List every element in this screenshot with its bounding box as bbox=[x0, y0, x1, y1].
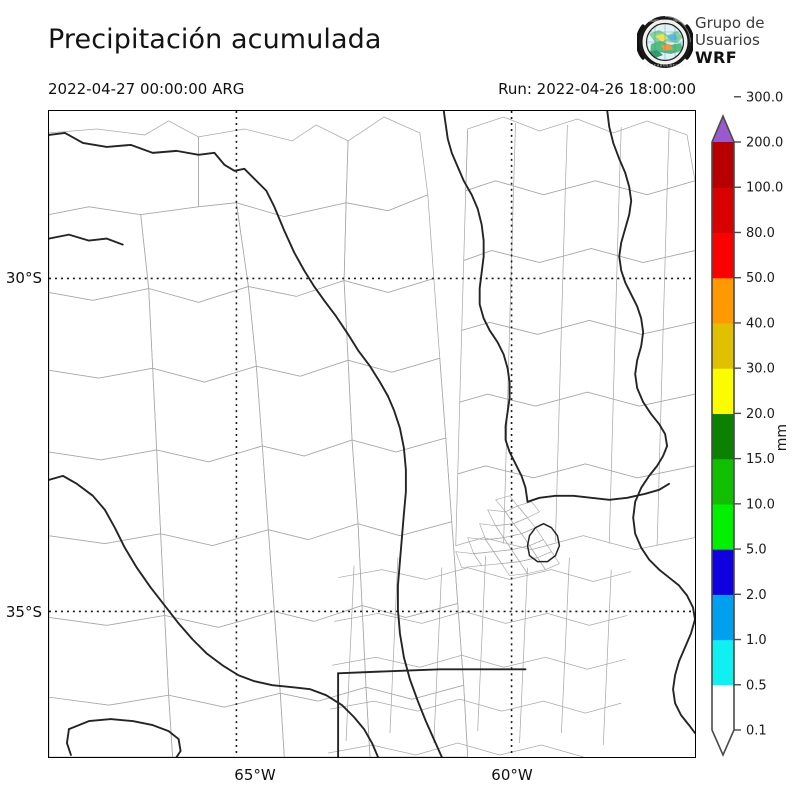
colorbar-vector: 0.1 0.5 1.0 2.0 5.0 10.0 15.0 20.0 30.0 40.0 50.0 8… bbox=[711, 90, 783, 757]
colorbar-band bbox=[712, 503, 734, 550]
colorbar-ticks bbox=[734, 96, 741, 731]
colorbar-tick-label: 0.1 bbox=[746, 724, 767, 739]
logo-line-1: Grupo de bbox=[695, 14, 765, 32]
colorbar-unit-label: mm bbox=[774, 424, 790, 452]
colorbar-tick-label: 40.0 bbox=[746, 316, 775, 331]
svg-text:W R F A R G E N T I N A: W R F A R G E N T I N A bbox=[647, 63, 684, 67]
map-vector-layer bbox=[49, 111, 695, 757]
svg-text:GRUPO DE USUARIOS: GRUPO DE USUARIOS bbox=[648, 19, 682, 23]
colorbar-band bbox=[712, 549, 734, 595]
colorbar-tick-label: 0.5 bbox=[746, 678, 767, 693]
run-time-label: Run: 2022-04-26 18:00:00 bbox=[498, 80, 696, 98]
colorbar-tick-label: 15.0 bbox=[746, 452, 775, 467]
map-gridlines bbox=[49, 111, 695, 757]
colorbar-band bbox=[712, 594, 734, 641]
colorbar-band bbox=[712, 639, 734, 686]
colorbar-band bbox=[712, 187, 734, 234]
colorbar-band bbox=[712, 142, 734, 188]
globe-seal-icon: GRUPO DE USUARIOS W R F A R G E N T I N … bbox=[635, 14, 695, 70]
colorbar-tick-label: 1.0 bbox=[746, 633, 767, 648]
page-title: Precipitación acumulada bbox=[48, 24, 382, 55]
colorbar-tick-labels: 0.1 0.5 1.0 2.0 5.0 10.0 15.0 20.0 30.0 40.0 50.0 8… bbox=[746, 90, 783, 738]
colorbar-tick-label: 200.0 bbox=[746, 136, 783, 151]
colorbar-band bbox=[712, 368, 734, 414]
colorbar-tick-label: 30.0 bbox=[746, 362, 775, 377]
precipitation-map[interactable] bbox=[48, 110, 696, 758]
colorbar-over-arrow bbox=[712, 116, 734, 142]
colorbar-tick-label: 80.0 bbox=[746, 226, 775, 241]
axis-label-lon-60w: 60°W bbox=[491, 766, 533, 784]
axis-label-lat-35s: 35°S bbox=[5, 603, 42, 621]
colorbar-tick-label: 100.0 bbox=[746, 181, 783, 196]
province-boundaries bbox=[49, 111, 695, 757]
logo-brand: WRF bbox=[695, 48, 738, 67]
colorbar-under-arrow bbox=[712, 730, 734, 755]
colorbar-band bbox=[712, 277, 734, 324]
colorbar-tick-label: 50.0 bbox=[746, 271, 775, 286]
colorbar-tick-label: 2.0 bbox=[746, 588, 767, 603]
colorbar-band bbox=[712, 232, 734, 279]
colorbar-band bbox=[712, 413, 734, 460]
precipitation-colorbar[interactable]: 0.1 0.5 1.0 2.0 5.0 10.0 15.0 20.0 30.0 40.0 50.0 8… bbox=[704, 90, 796, 760]
colorbar-tick-label: 20.0 bbox=[746, 407, 775, 422]
department-boundaries bbox=[49, 116, 695, 757]
colorbar-band bbox=[712, 458, 734, 505]
colorbar-band bbox=[712, 322, 734, 369]
colorbar-tick-label: 10.0 bbox=[746, 497, 775, 512]
wrf-user-group-logo: GRUPO DE USUARIOS W R F A R G E N T I N … bbox=[635, 14, 797, 72]
axis-label-lat-30s: 30°S bbox=[5, 269, 42, 287]
colorbar-tick-label: 300.0 bbox=[746, 90, 783, 105]
logo-line-2: Usuarios bbox=[695, 31, 760, 49]
colorbar-outline bbox=[711, 113, 735, 757]
colorbar-bands bbox=[712, 116, 734, 755]
valid-time-label: 2022-04-27 00:00:00 ARG bbox=[48, 80, 245, 98]
logo-text-block: Grupo de Usuarios WRF bbox=[695, 14, 765, 67]
colorbar-band bbox=[712, 684, 734, 731]
colorbar-tick-label: 5.0 bbox=[746, 543, 767, 558]
axis-label-lon-65w: 65°W bbox=[234, 766, 276, 784]
